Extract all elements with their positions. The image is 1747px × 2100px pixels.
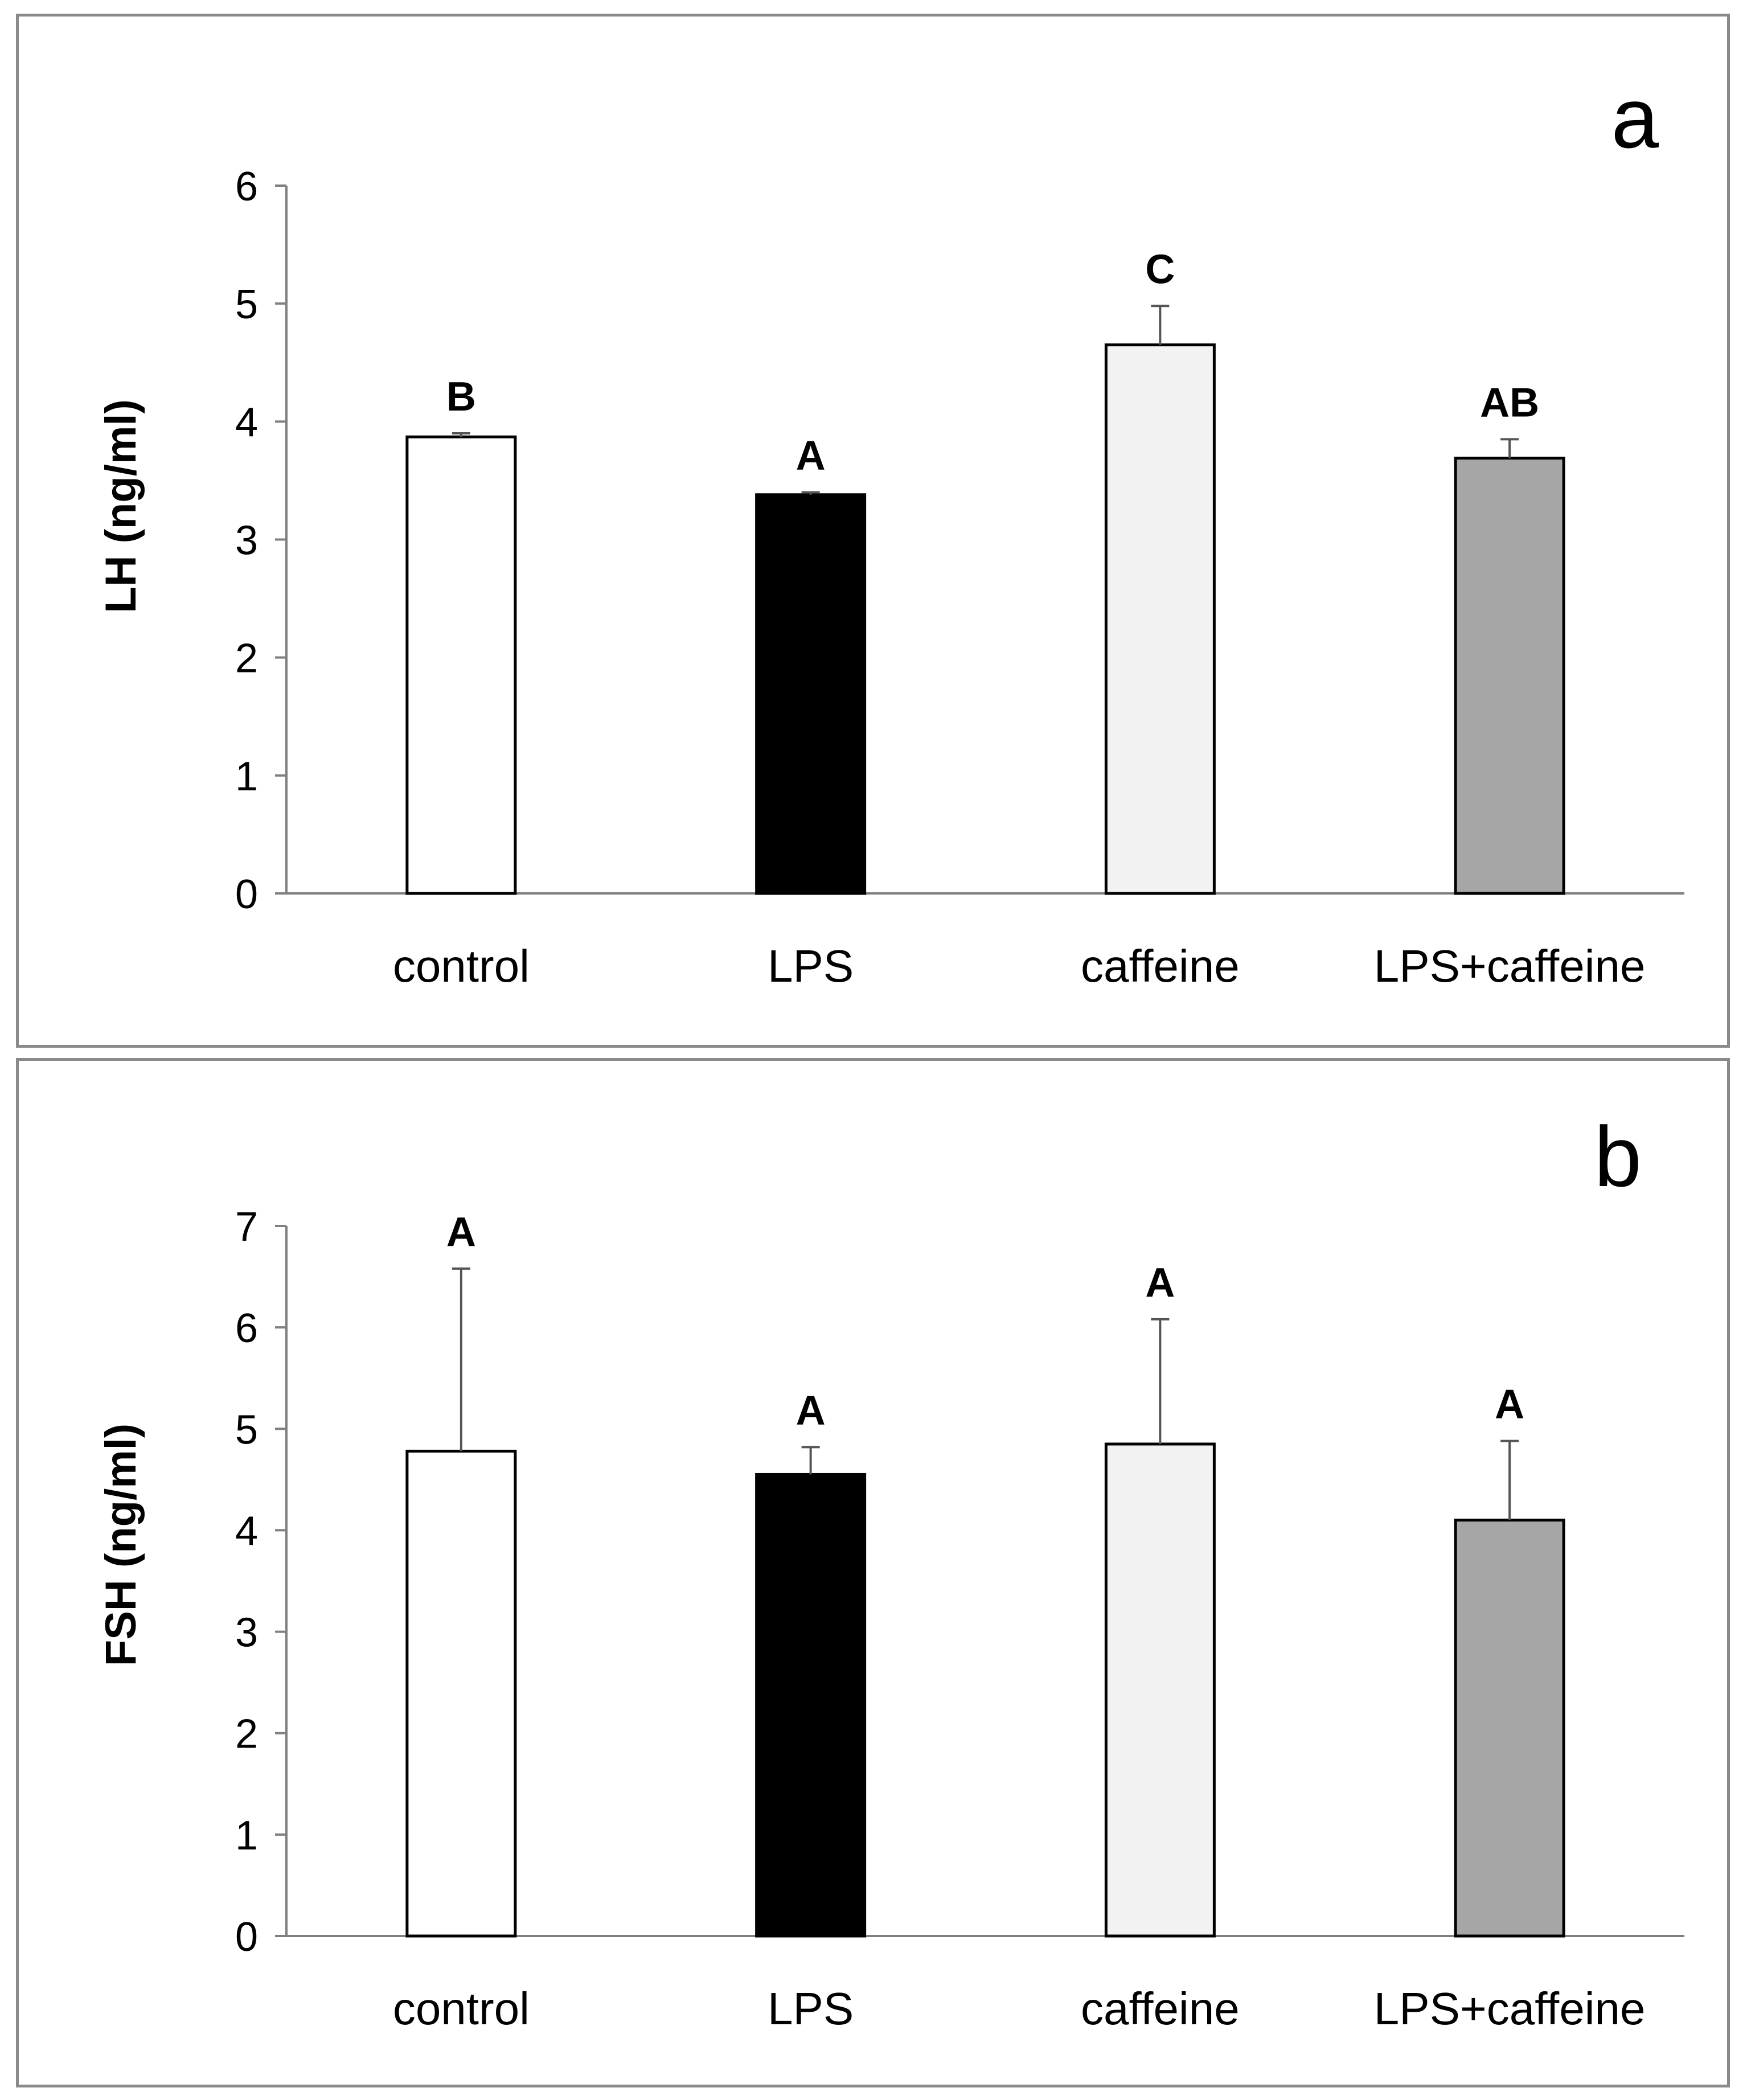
significance-label: A	[796, 433, 826, 479]
significance-label: A	[1495, 1382, 1524, 1428]
y-tick-label: 1	[235, 754, 258, 799]
y-tick-label: 0	[235, 1914, 258, 1960]
y-tick-label: 2	[235, 636, 258, 682]
x-tick-label: LPS	[768, 941, 854, 991]
y-tick-label: 3	[235, 518, 258, 564]
bar	[755, 493, 867, 895]
significance-label: AB	[1480, 380, 1539, 425]
x-tick-label: LPS	[768, 1983, 854, 2034]
bar	[405, 435, 517, 895]
y-tick-label: 4	[235, 400, 258, 445]
bar	[1104, 343, 1216, 895]
y-axis-title: FSH (ng/ml)	[97, 1424, 145, 1666]
bar	[1454, 1519, 1565, 1938]
significance-label: A	[1145, 1260, 1175, 1306]
panel-label: a	[1611, 70, 1659, 166]
significance-label: C	[1145, 247, 1175, 292]
x-tick-label: caffeine	[1081, 1983, 1240, 2034]
bar	[1454, 457, 1565, 895]
y-tick-label: 2	[235, 1712, 258, 1757]
bar	[755, 1473, 867, 1938]
y-tick-label: 0	[235, 872, 258, 917]
y-tick-label: 6	[235, 164, 258, 210]
x-tick-label: caffeine	[1081, 941, 1240, 991]
x-tick-label: LPS+caffeine	[1374, 1983, 1646, 2034]
bar	[1104, 1442, 1216, 1938]
y-axis-title: LH (ng/ml)	[97, 399, 145, 613]
y-tick-label: 5	[235, 282, 258, 327]
significance-label: A	[796, 1388, 826, 1433]
y-tick-label: 5	[235, 1407, 258, 1453]
x-tick-label: control	[393, 941, 530, 991]
significance-label: A	[446, 1209, 476, 1255]
y-tick-label: 7	[235, 1204, 258, 1250]
y-tick-label: 6	[235, 1306, 258, 1351]
y-tick-label: 4	[235, 1508, 258, 1554]
y-tick-label: 3	[235, 1610, 258, 1656]
x-tick-label: control	[393, 1983, 530, 2034]
y-tick-label: 1	[235, 1813, 258, 1859]
panel-label: b	[1594, 1109, 1642, 1204]
bar	[405, 1449, 517, 1938]
x-tick-label: LPS+caffeine	[1374, 941, 1646, 991]
significance-label: B	[446, 374, 476, 420]
